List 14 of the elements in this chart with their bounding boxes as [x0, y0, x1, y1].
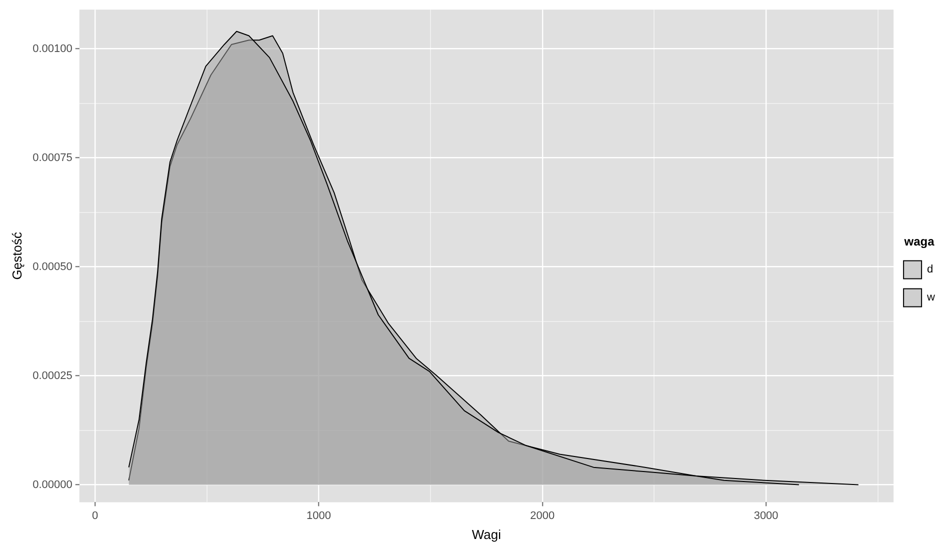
y-tick-label: 0.00050 — [32, 260, 72, 273]
x-tick-label: 2000 — [530, 510, 555, 522]
legend-label: w — [926, 292, 936, 304]
y-axis-title: Gęstość — [9, 232, 24, 280]
y-tick-label: 0.00025 — [32, 370, 72, 382]
x-tick-label: 3000 — [754, 510, 778, 522]
legend-title: waga — [903, 234, 935, 249]
y-tick-label: 0.00100 — [32, 42, 72, 55]
y-tick-label: 0.00000 — [32, 478, 72, 491]
legend-label: d — [927, 264, 934, 276]
x-axis-title: Wagi — [472, 526, 502, 542]
y-tick-label: 0.00075 — [32, 152, 72, 164]
x-tick-label: 0 — [92, 510, 98, 522]
x-tick-label: 1000 — [306, 510, 331, 522]
